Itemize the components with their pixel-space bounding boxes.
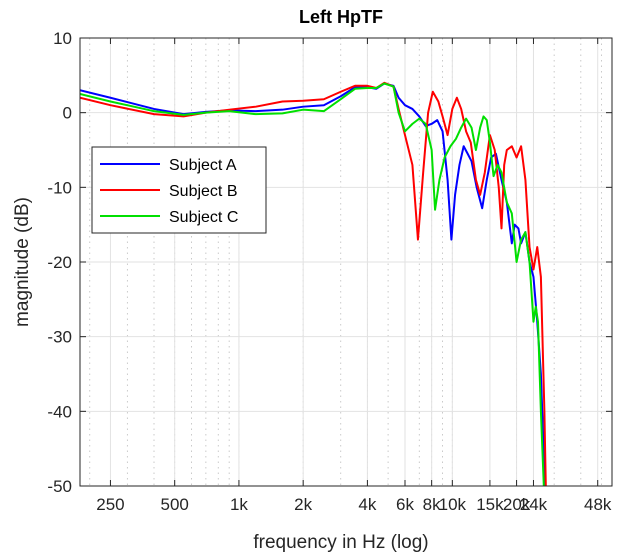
y-tick-label: -30	[47, 328, 72, 347]
y-tick-label: -50	[47, 477, 72, 496]
chart-title: Left HpTF	[299, 7, 383, 27]
x-tick-label: 15k	[476, 495, 504, 514]
x-tick-label: 4k	[358, 495, 376, 514]
series-line	[80, 81, 547, 486]
x-tick-label: 2k	[294, 495, 312, 514]
series-line	[80, 82, 545, 486]
y-tick-label: -20	[47, 253, 72, 272]
x-tick-label: 6k	[396, 495, 414, 514]
y-tick-label: -10	[47, 178, 72, 197]
x-axis-label: frequency in Hz (log)	[253, 532, 428, 553]
legend-label: Subject C	[169, 209, 238, 226]
x-tick-label: 10k	[439, 495, 467, 514]
x-tick-label: 500	[160, 495, 188, 514]
legend-label: Subject A	[169, 157, 237, 174]
y-tick-label: 0	[63, 104, 72, 123]
x-tick-label: 20k	[503, 495, 531, 514]
x-tick-label: 250	[96, 495, 124, 514]
y-tick-label: 10	[53, 29, 72, 48]
x-tick-label: 48k	[584, 495, 612, 514]
y-tick-label: -40	[47, 402, 72, 421]
legend: Subject A Subject B Subject C	[91, 146, 267, 234]
x-tick-label: 1k	[230, 495, 248, 514]
x-tick-label: 24k	[520, 495, 548, 514]
y-axis-label: magnitude (dB)	[12, 197, 33, 327]
x-tick-label: 8k	[423, 495, 441, 514]
series-line	[80, 82, 547, 486]
legend-label: Subject B	[169, 183, 237, 200]
